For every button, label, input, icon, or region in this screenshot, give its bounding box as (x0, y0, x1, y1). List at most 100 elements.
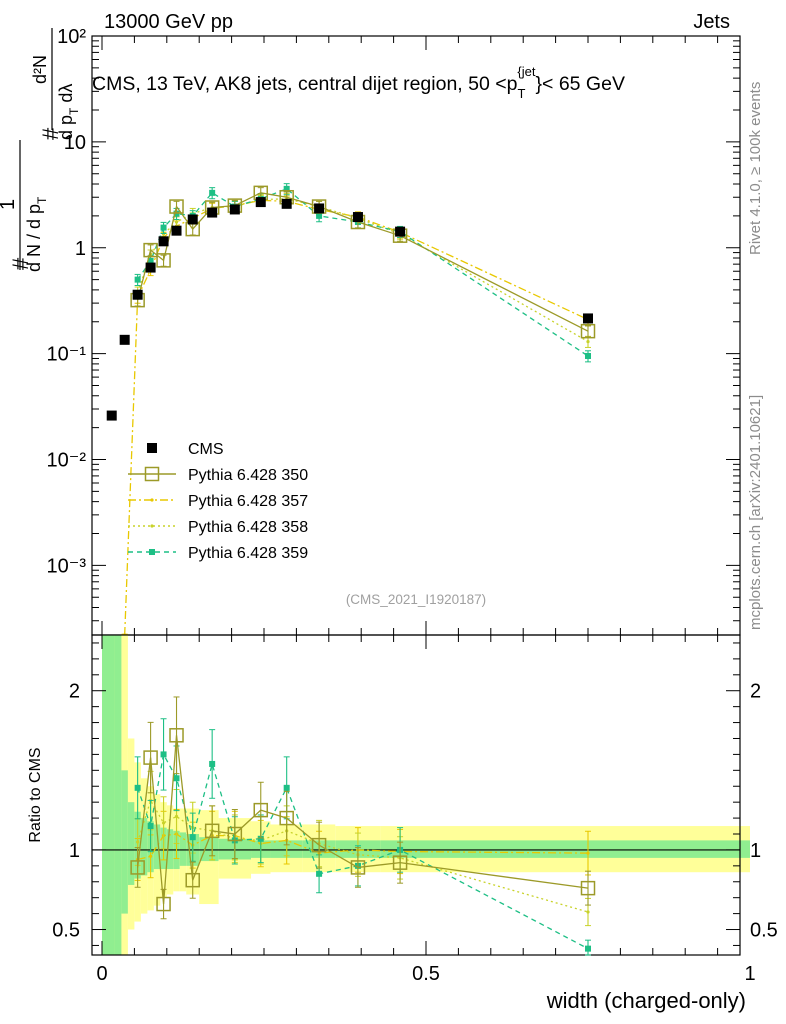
main-cms-point (255, 197, 266, 208)
legend-label-pythia-6-428-357: Pythia 6.428 357 (188, 493, 308, 510)
main-cms-point (158, 236, 169, 247)
main-cms-point (106, 410, 117, 421)
ratio-pythia-6-428-350-point (350, 860, 366, 875)
main-cms-point (281, 198, 292, 209)
main-cms-point (145, 262, 156, 273)
legend: CMS Pythia 6.428 350 Pythia 6.428 357 Pythi… (128, 441, 308, 562)
ratio-pythia-6-428-350-point (185, 872, 200, 888)
main-pythia-6-428-357-line (124, 199, 589, 636)
plot-title-sup: {jet (517, 64, 535, 79)
main-cms-point (314, 203, 325, 214)
x-tick-label: 0.5 (412, 963, 440, 985)
legend-label-pythia-6-428-359: Pythia 6.428 359 (188, 545, 308, 562)
ratio-band-inner (121, 770, 128, 914)
main-pythia-6-428-350-point (580, 323, 596, 339)
main-y-tick-label: 10² (57, 26, 86, 48)
ratio-pythia-6-428-350-point (227, 826, 243, 842)
ratio-pythia-6-428-359-point (189, 834, 196, 841)
ratio-pythia-6-428-357-point (149, 854, 153, 858)
ratio-panel: 0 0.5 1 0.5 0.5 1 1 2 2 (52, 634, 778, 985)
ratio-pythia-6-428-359-point (147, 823, 154, 830)
y-label-den: d N / d pT (24, 196, 49, 272)
main-pythia-6-428-350-point (156, 253, 171, 268)
y-label-num2: d²N (30, 55, 50, 84)
ratio-band-inner (179, 832, 187, 866)
ratio-frame (91, 634, 741, 956)
main-cms-point (187, 214, 198, 225)
main-cms-point (395, 226, 406, 237)
legend-marker-pythia-6-428-350 (144, 466, 160, 482)
legend-label-cms: CMS (188, 441, 224, 458)
ratio-y-tick-label-right: 0.5 (750, 920, 778, 942)
ratio-band-inner (140, 818, 148, 876)
ratio-pythia-6-428-359-point (316, 870, 323, 877)
main-cms-point (583, 313, 593, 324)
ratio-band-inner (166, 829, 174, 870)
rivet-version-label: Rivet 4.1.0, ≥ 100k events (747, 82, 764, 255)
main-pythia-6-428-359-point (209, 189, 216, 196)
ratio-band-inner (153, 824, 161, 870)
ratio-pythia-6-428-350-point (580, 880, 596, 896)
legend-label-pythia-6-428-350: Pythia 6.428 350 (188, 467, 308, 484)
ratio-pythia-6-428-359-point (585, 945, 591, 952)
ratio-pythia-6-428-350-point (204, 823, 220, 839)
ratio-band-inner (102, 635, 115, 955)
main-y-axis-label: # 1 d N / d pT # d²N d pT dλ (0, 28, 81, 272)
legend-marker-cms (147, 443, 157, 453)
analysis-id: (CMS_2021_I1920187) (346, 592, 486, 607)
plot-title-prefix: CMS, 13 TeV, AK8 jets, central dijet reg… (92, 73, 518, 95)
x-axis-label: width (charged-only) (546, 988, 746, 1013)
main-plot-content (106, 183, 596, 637)
main-pythia-6-428-359-point (147, 257, 154, 264)
main-cms-point (207, 207, 218, 218)
main-pythia-6-428-359-point (160, 224, 167, 231)
ratio-y-tick-label: 0.5 (52, 920, 80, 942)
ratio-band-inner (114, 635, 122, 955)
main-pythia-6-428-359-point (585, 352, 591, 359)
main-pythia-6-428-358-point (174, 220, 179, 224)
ratio-pythia-6-428-350-point (156, 896, 171, 912)
ratio-pythia-6-428-359-point (160, 751, 167, 758)
plot-title-suffix: }< 65 GeV (536, 73, 625, 95)
main-cms-point (119, 334, 130, 345)
main-y-tick-label: 10⁻² (47, 450, 87, 472)
main-panel: 10⁻³ 10⁻² 10⁻¹ 1 10 10² (47, 26, 741, 636)
ratio-y-tick-label: 1 (69, 840, 80, 862)
ratio-pythia-6-428-350-point (279, 810, 294, 826)
legend-marker-pythia-6-428-358 (150, 524, 154, 528)
ratio-y-tick-label-right: 2 (750, 681, 761, 703)
main-y-tick-label: 10⁻¹ (47, 344, 87, 366)
main-pythia-6-428-358-point (586, 339, 590, 344)
ratio-pythia-6-428-359-point (134, 784, 141, 791)
legend-marker-pythia-6-428-359 (149, 549, 155, 555)
main-cms-point (352, 212, 363, 223)
legend-marker-pythia-6-428-357 (150, 498, 154, 502)
header-left: 13000 GeV pp (104, 11, 233, 33)
ratio-pythia-6-428-358-point (586, 910, 590, 914)
ratio-band-inner (199, 837, 219, 862)
mcplots-label: mcplots.cern.ch [arXiv:2401.10621] (747, 395, 764, 630)
ratio-pythia-6-428-359-point (257, 835, 264, 842)
main-y-tick-label: 10 (64, 132, 86, 154)
y-label-one: 1 (0, 199, 19, 210)
ratio-pythia-6-428-350-point (130, 860, 145, 875)
ratio-pythia-6-428-350-point (253, 802, 269, 818)
y-label-hash-2: # (38, 127, 63, 140)
ratio-pythia-6-428-359-point (209, 760, 216, 767)
ratio-pythia-6-428-359-point (173, 775, 180, 782)
ratio-band-inner (380, 840, 426, 858)
y-label-den2: d pT dλ (56, 84, 81, 140)
ratio-pythia-6-428-350-point (143, 750, 158, 765)
plot-title: CMS, 13 TeV, AK8 jets, central dijet reg… (92, 64, 625, 101)
ratio-y-tick-label-right: 1 (750, 840, 761, 862)
main-y-tick-label: 1 (75, 238, 86, 260)
ratio-pythia-6-428-350-point (311, 837, 327, 853)
ratio-pythia-6-428-358-point (161, 821, 166, 825)
x-tick-label: 1 (744, 963, 755, 985)
ratio-plot-content (130, 696, 596, 956)
x-tick-label: 0 (96, 963, 107, 985)
main-cms-point (229, 204, 240, 215)
ratio-band-inner (127, 802, 135, 885)
header-right: Jets (693, 11, 730, 33)
